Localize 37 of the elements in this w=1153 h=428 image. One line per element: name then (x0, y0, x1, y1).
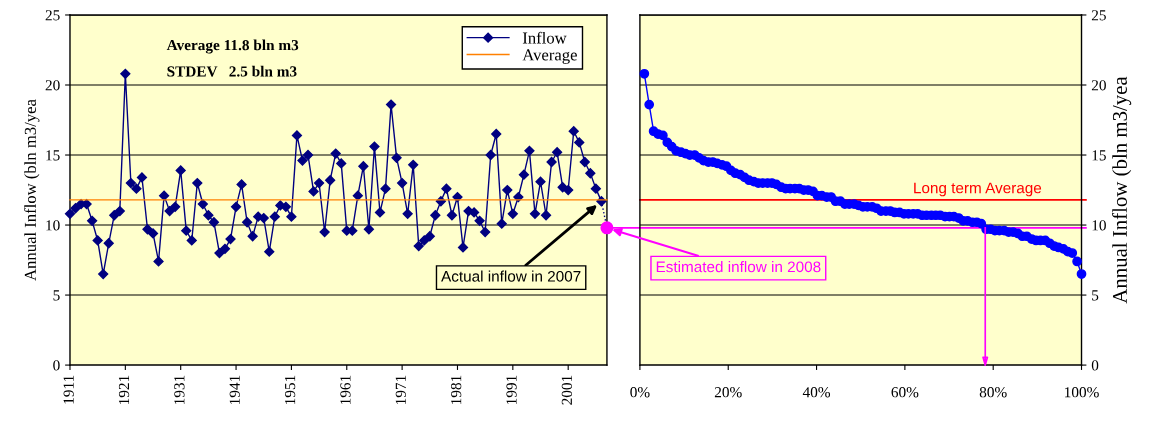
annotation: Estimated inflow in 2008 (656, 261, 821, 273)
y-tick-label: 0 (53, 360, 60, 371)
y-tick-label: 20 (45, 80, 60, 91)
legend-label: Inflow (522, 31, 567, 44)
x-tick-label: 1911 (63, 375, 74, 404)
x-tick-label: 1951 (284, 375, 296, 405)
x-tick-label: 1941 (229, 375, 240, 405)
y-tick-label: 5 (53, 290, 60, 301)
y-axis-title: Annual Inflow (bln m3/yea (1112, 76, 1132, 304)
x-tick-label: 1961 (340, 375, 351, 405)
x-tick-label: 20% (714, 387, 742, 398)
y-tick-label: 5 (1092, 290, 1099, 301)
y-tick-label: 10 (1092, 220, 1106, 231)
annotation: STDEV 2.5 bln m3 (167, 65, 297, 77)
x-tick-label: 1991 (506, 375, 517, 405)
y-tick-label: 15 (1092, 150, 1106, 161)
x-tick-label: 80% (979, 387, 1007, 398)
y-tick-label: 15 (46, 150, 60, 161)
y-axis-title: Annual Inflow (bln m3/yea (24, 99, 40, 281)
x-tick-label: 1981 (450, 375, 462, 405)
legend-label: Average (522, 49, 577, 64)
x-tick-label: 2001 (561, 375, 573, 405)
x-tick-label: 1921 (118, 375, 130, 405)
y-tick-label: 20 (1091, 80, 1106, 91)
x-tick-label: 100% (1065, 387, 1099, 398)
x-tick-label: 1931 (174, 375, 185, 405)
y-tick-label: 25 (45, 10, 60, 21)
x-tick-label: 40% (802, 387, 831, 398)
y-tick-label: 10 (46, 220, 60, 231)
ref-line-label: Long term Average (914, 182, 1042, 197)
annotation: Average 11.8 bln m3 (166, 39, 299, 54)
x-tick-label: 1971 (395, 375, 406, 405)
x-tick-label: 60% (891, 387, 919, 398)
y-tick-label: 25 (1091, 10, 1106, 21)
y-tick-label: 0 (1091, 360, 1099, 371)
annotation: Actual inflow in 2007 (441, 270, 581, 282)
x-tick-label: 0% (630, 387, 650, 398)
